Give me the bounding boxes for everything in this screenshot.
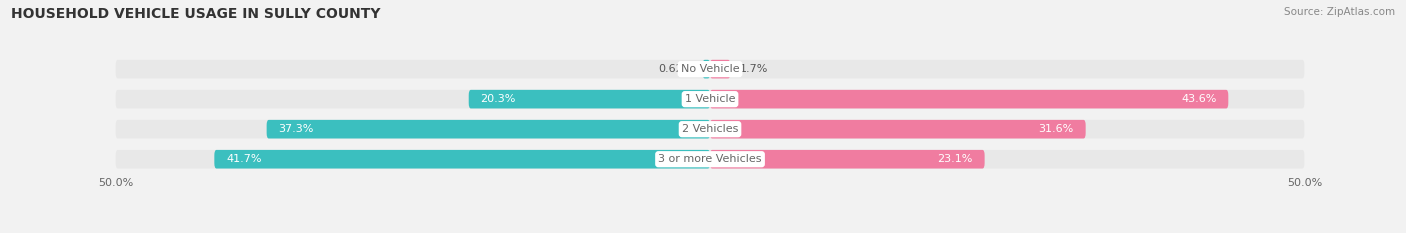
- Text: 3 or more Vehicles: 3 or more Vehicles: [658, 154, 762, 164]
- FancyBboxPatch shape: [115, 150, 1305, 168]
- FancyBboxPatch shape: [115, 90, 1305, 109]
- Legend: Owner-occupied, Renter-occupied: Owner-occupied, Renter-occupied: [593, 231, 827, 233]
- Text: 50.0%: 50.0%: [1286, 178, 1322, 188]
- Text: 20.3%: 20.3%: [481, 94, 516, 104]
- Text: Source: ZipAtlas.com: Source: ZipAtlas.com: [1284, 7, 1395, 17]
- FancyBboxPatch shape: [710, 120, 1085, 138]
- Text: 31.6%: 31.6%: [1039, 124, 1074, 134]
- FancyBboxPatch shape: [703, 60, 710, 79]
- FancyBboxPatch shape: [710, 90, 1229, 109]
- FancyBboxPatch shape: [710, 150, 984, 168]
- Text: 2 Vehicles: 2 Vehicles: [682, 124, 738, 134]
- Text: 1 Vehicle: 1 Vehicle: [685, 94, 735, 104]
- Text: No Vehicle: No Vehicle: [681, 64, 740, 74]
- FancyBboxPatch shape: [214, 150, 710, 168]
- FancyBboxPatch shape: [710, 60, 730, 79]
- FancyBboxPatch shape: [115, 60, 1305, 79]
- FancyBboxPatch shape: [267, 120, 710, 138]
- Text: 43.6%: 43.6%: [1181, 94, 1216, 104]
- Text: 50.0%: 50.0%: [98, 178, 134, 188]
- Text: 23.1%: 23.1%: [938, 154, 973, 164]
- Text: 37.3%: 37.3%: [278, 124, 314, 134]
- Text: 41.7%: 41.7%: [226, 154, 262, 164]
- Text: 0.62%: 0.62%: [658, 64, 693, 74]
- Text: HOUSEHOLD VEHICLE USAGE IN SULLY COUNTY: HOUSEHOLD VEHICLE USAGE IN SULLY COUNTY: [11, 7, 381, 21]
- FancyBboxPatch shape: [468, 90, 710, 109]
- FancyBboxPatch shape: [115, 120, 1305, 138]
- Text: 1.7%: 1.7%: [740, 64, 768, 74]
